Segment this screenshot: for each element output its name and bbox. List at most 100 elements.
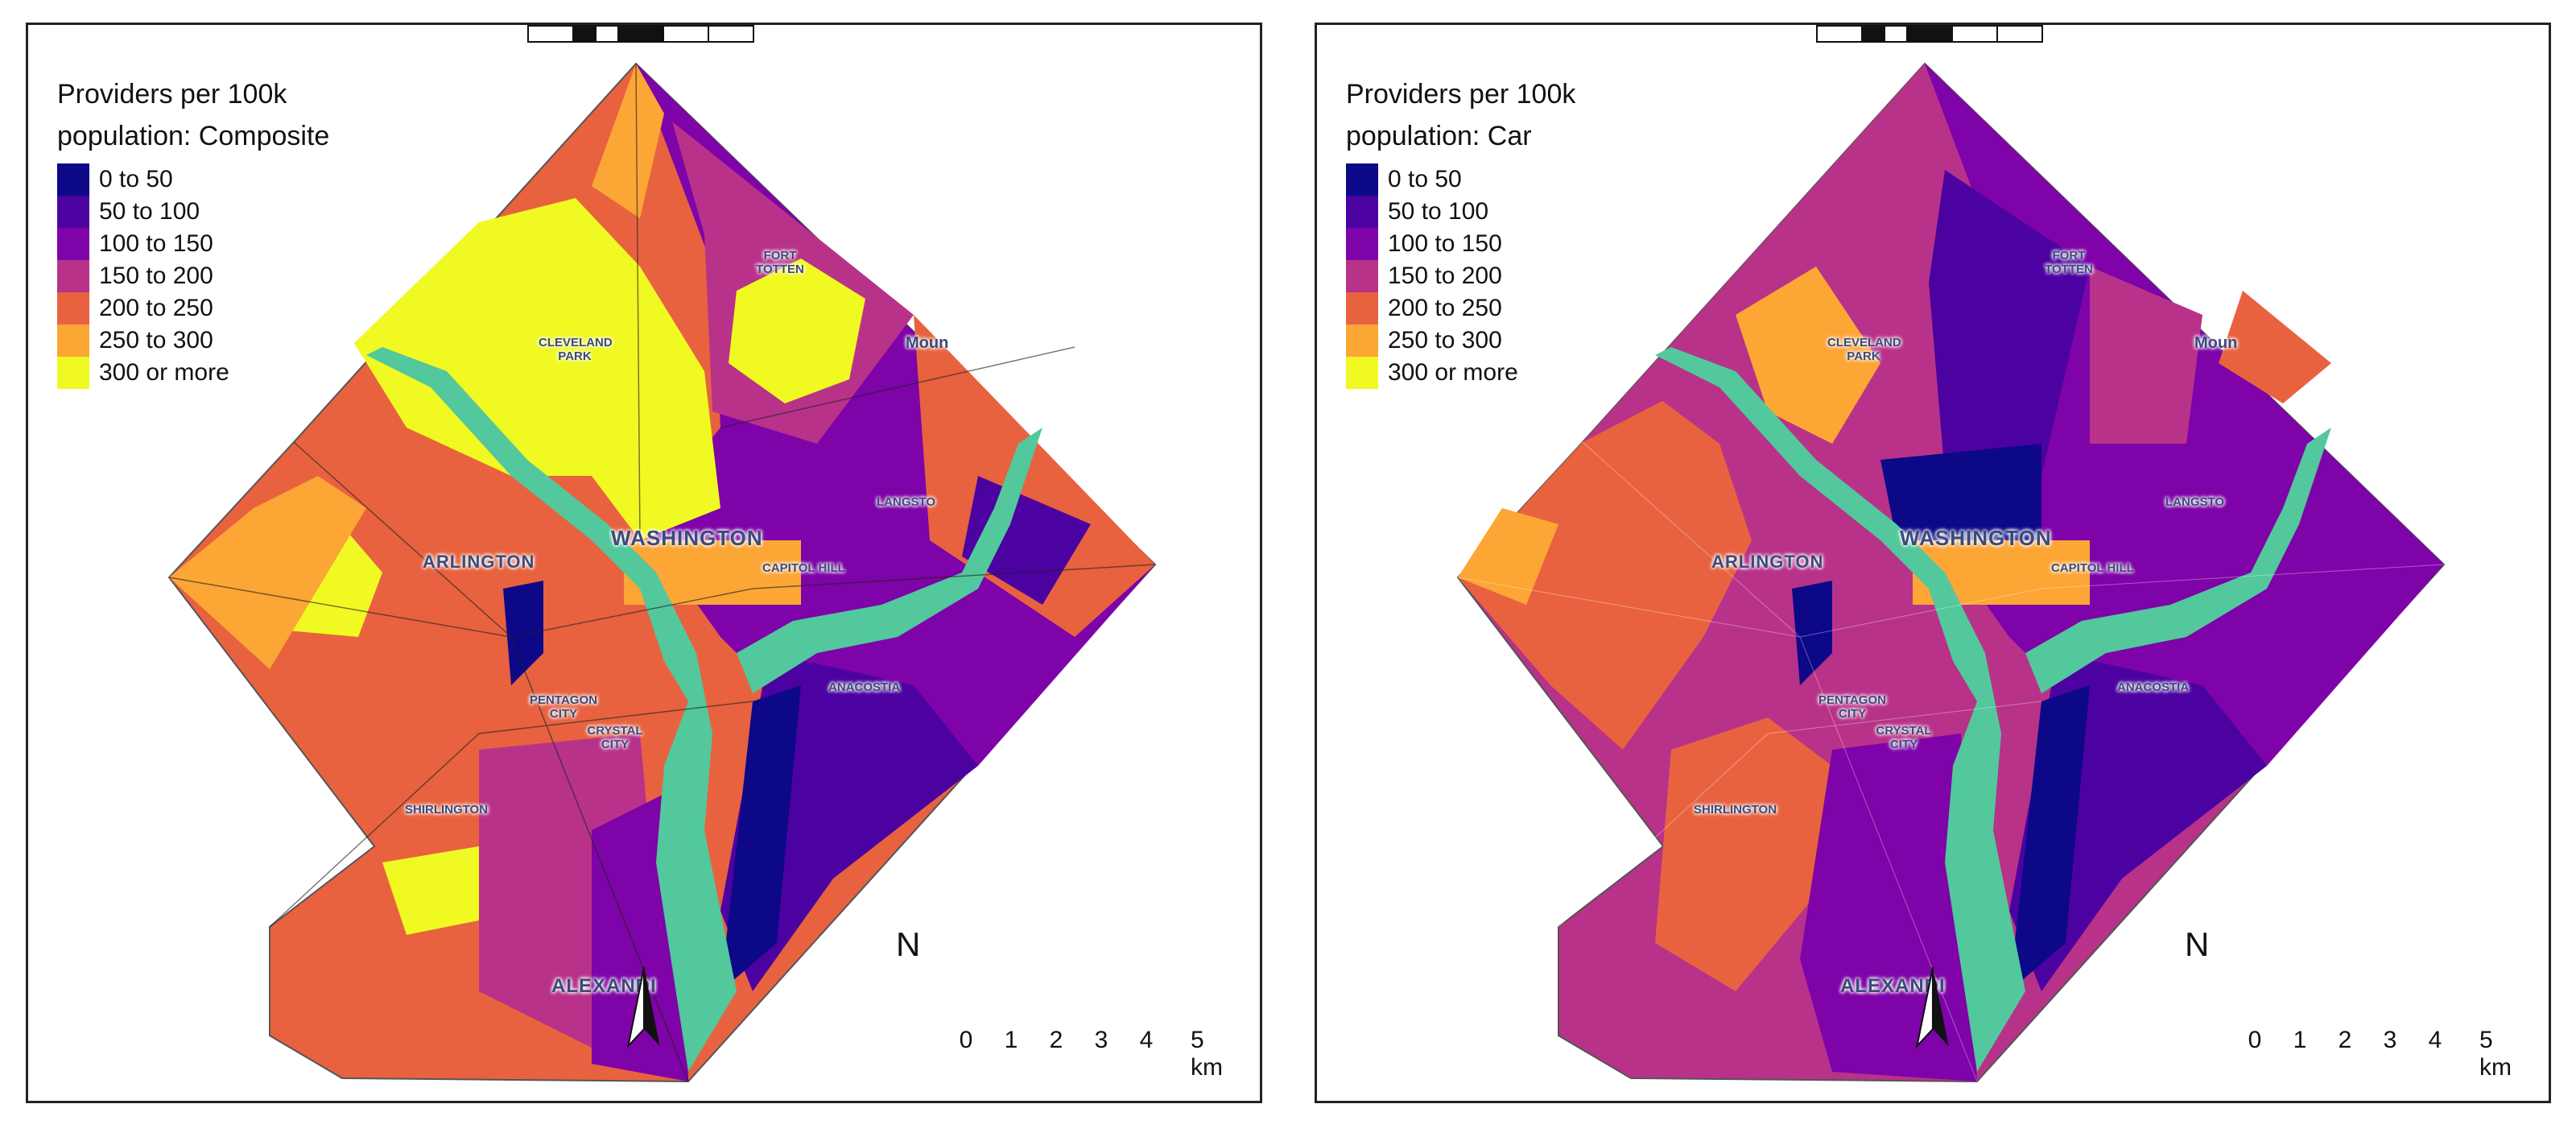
legend-swatch [1346, 357, 1378, 389]
legend-item: 0 to 50 [1346, 163, 1575, 196]
label-langston: LANGSTO [2165, 495, 2225, 509]
region-orange-west [169, 476, 366, 669]
potomac-river [1655, 347, 2025, 1072]
legend-item: 50 to 100 [1346, 196, 1575, 228]
potomac-river [366, 347, 737, 1072]
anacostia-river [737, 428, 1042, 693]
legend-item: 150 to 200 [57, 260, 329, 292]
scale-bar [1816, 25, 2043, 43]
legend-item: 100 to 150 [57, 228, 329, 260]
legend-swatch [1346, 260, 1378, 292]
label-shirlington: SHIRLINGTON [1694, 803, 1777, 817]
label-pentagon-city: PENTAGON CITY [530, 693, 597, 721]
legend-swatch [57, 292, 89, 325]
legend-label: 300 or more [99, 359, 229, 386]
scale-tick: 3 [1094, 1027, 1108, 1053]
choropleth-map-composite [167, 62, 1157, 1083]
anacostia-river [2025, 428, 2331, 693]
region-anacostia-dark [2009, 685, 2090, 991]
legend-swatch [1346, 228, 1378, 260]
legend-item: 100 to 150 [1346, 228, 1575, 260]
scale-tick: 1 [2293, 1027, 2307, 1053]
region-downtown [1913, 540, 2090, 605]
scale-tick: 2 [1049, 1027, 1063, 1053]
region-north-deep [1929, 170, 2090, 476]
scale-ticks: 0 1 2 3 4 5 km [2248, 1027, 2528, 1081]
region-east-orange [2219, 291, 2331, 403]
legend-label: 0 to 50 [1388, 166, 1462, 192]
legend-label: 0 to 50 [99, 166, 173, 192]
legend-swatch [57, 325, 89, 357]
legend-swatch [57, 196, 89, 228]
label-langston: LANGSTO [877, 495, 936, 509]
label-cleveland-park: CLEVELAND PARK [1827, 336, 1901, 363]
north-arrow-icon [1915, 967, 1949, 1049]
region-nw-magenta [1583, 64, 1945, 442]
scale-tick: 0 [959, 1027, 973, 1053]
legend-item: 50 to 100 [57, 196, 329, 228]
choropleth-map-car [1456, 62, 2446, 1083]
north-label: N [896, 925, 921, 963]
legend-item: 250 to 300 [57, 325, 329, 357]
region-pentagon [1792, 581, 1832, 685]
legend-items: 0 to 50 50 to 100 100 to 150 150 to 200 … [1346, 163, 1575, 389]
legend-label: 150 to 200 [1388, 263, 1502, 289]
label-fort-totten: FORT TOTTEN [2045, 249, 2093, 276]
legend-label: 300 or more [1388, 359, 1518, 386]
label-mount: Moun [2194, 334, 2238, 352]
legend-label: 100 to 150 [99, 230, 213, 257]
scale-tick: 3 [2383, 1027, 2397, 1053]
scale-tick: 4 [1139, 1027, 1154, 1053]
label-arlington: ARLINGTON [423, 552, 535, 572]
north-arrow-icon [626, 967, 660, 1049]
legend-title-line2: population: Car [1346, 121, 1532, 151]
legend-swatch [1346, 325, 1378, 357]
region-pentagon [503, 581, 543, 685]
legend-item: 200 to 250 [1346, 292, 1575, 325]
label-washington: WASHINGTON [1900, 526, 2052, 550]
label-washington: WASHINGTON [611, 526, 763, 550]
legend-label: 150 to 200 [99, 263, 213, 289]
legend-title-line1: Providers per 100k [1346, 79, 1576, 110]
legend-swatch [1346, 292, 1378, 325]
label-anacostia: ANACOSTIA [828, 680, 901, 694]
north-label: N [2185, 925, 2210, 963]
legend-item: 250 to 300 [1346, 325, 1575, 357]
scale-tick: 1 [1004, 1027, 1018, 1053]
region-north-magenta [2090, 267, 2202, 444]
scale-tick: 0 [2248, 1027, 2262, 1053]
legend-label: 200 to 250 [99, 295, 213, 321]
legend-title-line2: population: Composite [57, 121, 330, 151]
scale-tick: 5 km [1191, 1027, 1223, 1081]
label-mount: Moun [906, 334, 949, 352]
label-anacostia: ANACOSTIA [2117, 680, 2190, 694]
legend-label: 50 to 100 [99, 198, 200, 225]
legend-swatch [1346, 163, 1378, 196]
map-panel-composite: Providers per 100k population: Composite… [26, 23, 1262, 1103]
region-west-tip [1458, 508, 1558, 605]
region-orange-north [592, 64, 664, 218]
legend-label: 50 to 100 [1388, 198, 1489, 225]
legend-items: 0 to 50 50 to 100 100 to 150 150 to 200 … [57, 163, 329, 389]
scale-tick: 4 [2428, 1027, 2442, 1053]
legend-label: 200 to 250 [1388, 295, 1502, 321]
region-yellow-nw [354, 198, 720, 540]
legend-label: 250 to 300 [99, 327, 213, 354]
label-crystal-city: CRYSTAL CITY [1876, 724, 1932, 751]
scale-bar [527, 25, 754, 43]
map-panel-car: Providers per 100k population: Car 0 to … [1315, 23, 2551, 1103]
label-capitol-hill: CAPITOL HILL [762, 561, 845, 575]
scale-ticks: 0 1 2 3 4 5 km [960, 1027, 1239, 1081]
legend-swatch [1346, 196, 1378, 228]
label-crystal-city: CRYSTAL CITY [587, 724, 643, 751]
road-network [168, 63, 1156, 1082]
legend-swatch [57, 260, 89, 292]
legend: Providers per 100k population: Composite… [57, 73, 329, 389]
legend-item: 300 or more [57, 357, 329, 389]
region-yellow-fort-totten [729, 258, 865, 403]
legend-label: 250 to 300 [1388, 327, 1502, 354]
label-cleveland-park: CLEVELAND PARK [539, 336, 613, 363]
region-yellow-south [382, 846, 487, 935]
legend-label: 100 to 150 [1388, 230, 1502, 257]
region-anacostia-dark [720, 685, 801, 991]
